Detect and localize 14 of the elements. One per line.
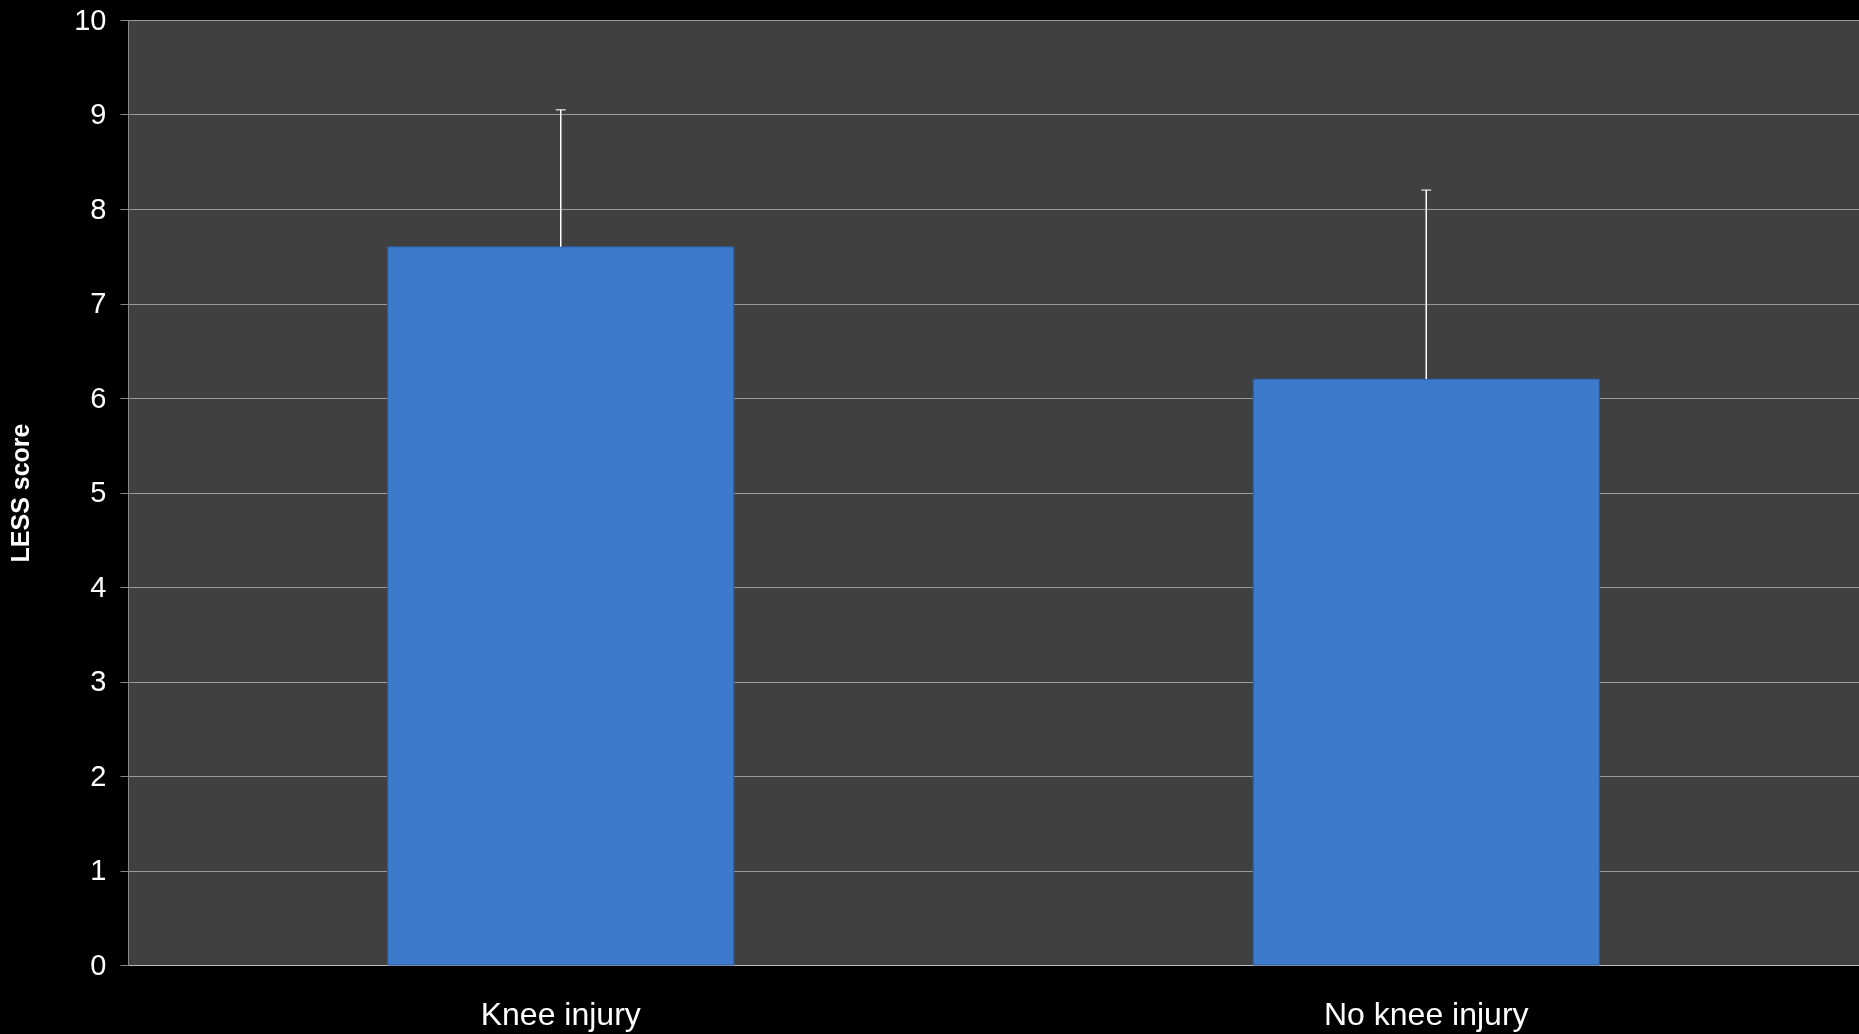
x-tick-label: No knee injury bbox=[1323, 995, 1529, 1032]
y-tick-label: 1 bbox=[90, 854, 107, 886]
y-tick-label: 5 bbox=[90, 476, 107, 508]
y-tick-label: 8 bbox=[90, 192, 107, 225]
x-tick-label: Knee injury bbox=[480, 995, 641, 1032]
y-tick-label: 9 bbox=[90, 98, 107, 130]
y-tick-label: 3 bbox=[90, 665, 107, 697]
y-tick-label: 4 bbox=[90, 570, 107, 603]
y-tick-label: 0 bbox=[90, 948, 107, 981]
y-axis-title: LESS score bbox=[6, 423, 35, 563]
y-tick-label: 6 bbox=[90, 381, 107, 414]
y-tick-label: 10 bbox=[74, 3, 107, 36]
y-tick-label: 7 bbox=[90, 287, 107, 319]
y-tick-label: 2 bbox=[90, 759, 107, 792]
